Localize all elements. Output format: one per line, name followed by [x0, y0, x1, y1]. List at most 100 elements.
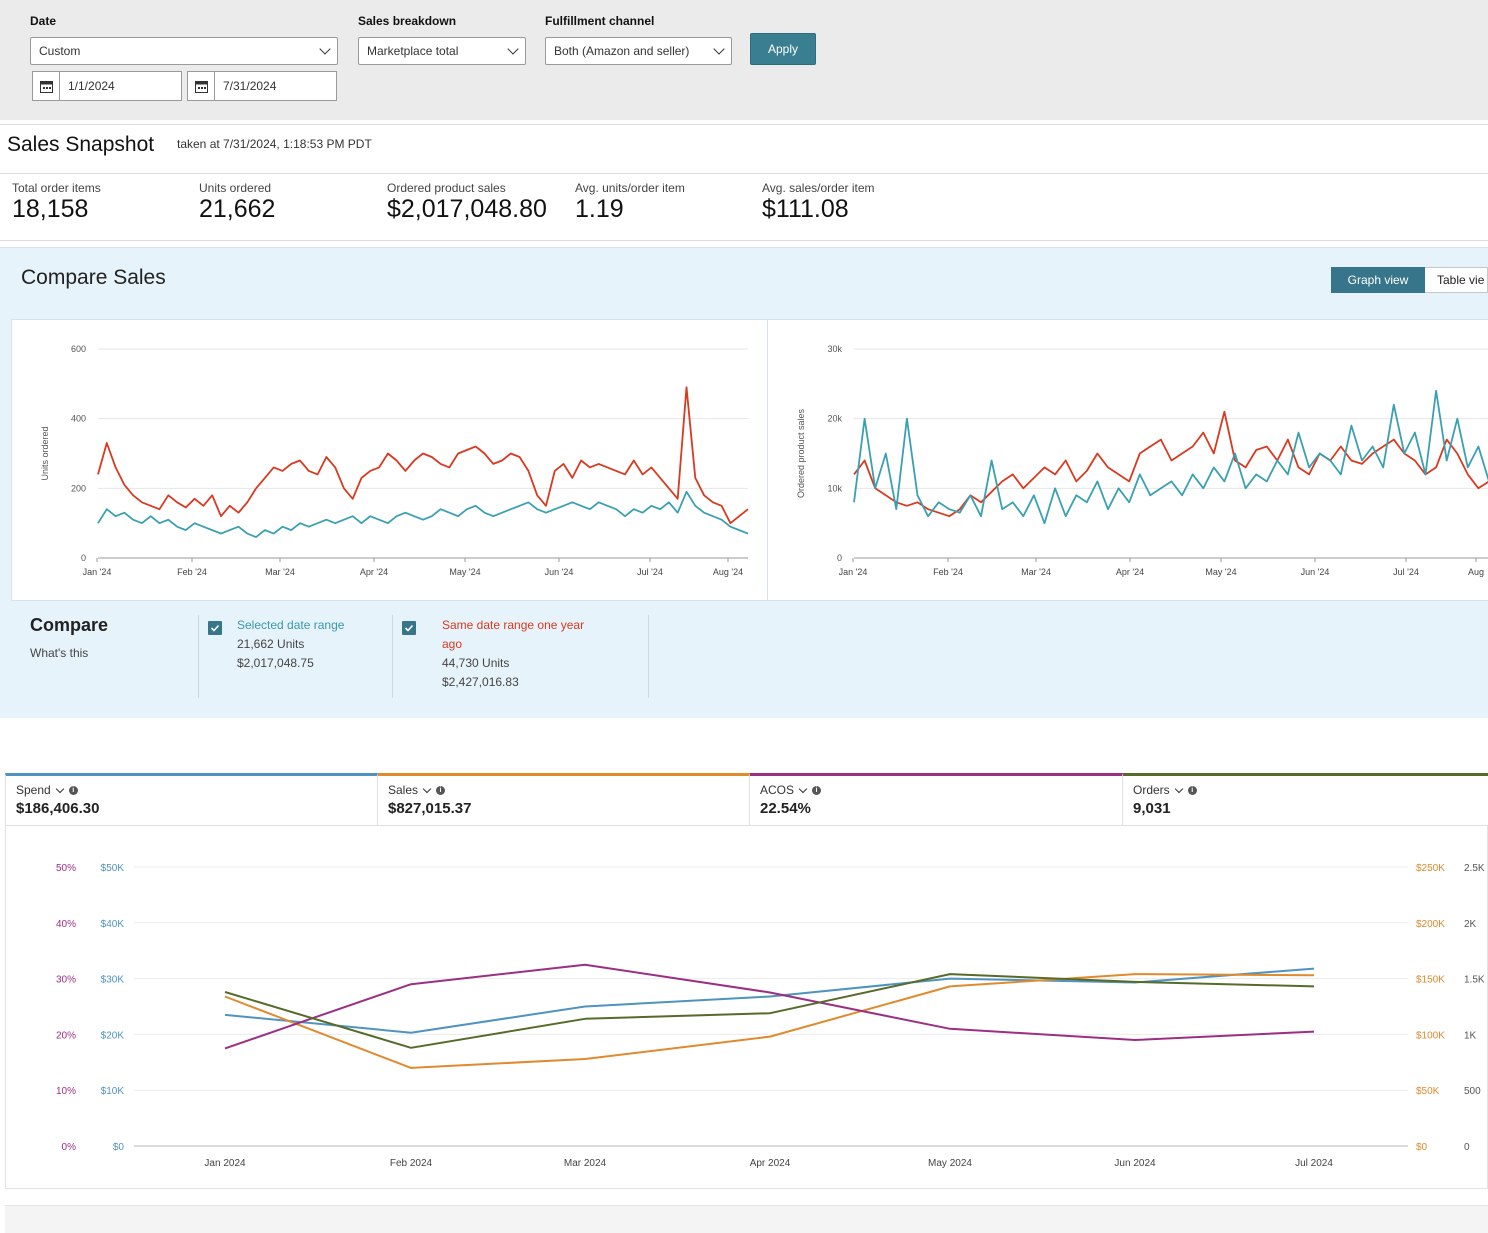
x-tick-label: May '24	[1205, 567, 1236, 577]
metric-tab-value: 22.54%	[760, 800, 811, 817]
metric-tab-sales[interactable]: Sales i $827,015.37	[378, 773, 750, 826]
metric-total-order-items: Total order items 18,158	[12, 181, 101, 224]
y-tick-label: $30K	[101, 975, 125, 986]
start-date-field[interactable]: 1/1/2024	[32, 71, 182, 101]
y-tick-label: 0	[1464, 1142, 1470, 1153]
snapshot-title: Sales Snapshot	[7, 133, 155, 156]
x-tick-label: Jul 2024	[1295, 1158, 1333, 1169]
chevron-down-icon[interactable]	[55, 784, 64, 793]
sales-breakdown-select[interactable]: Marketplace total	[358, 37, 526, 65]
series-line	[97, 490, 749, 539]
y-tick-label: 10k	[827, 483, 842, 493]
selected-range-label: Selected date range	[237, 618, 345, 632]
selected-range-checkbox[interactable]	[208, 621, 222, 635]
chevron-down-icon[interactable]	[422, 784, 432, 793]
x-tick-label: Jan 2024	[204, 1158, 246, 1169]
metric-tab-acos[interactable]: ACOS i 22.54%	[750, 773, 1123, 826]
whats-this-link[interactable]: What's this	[30, 646, 89, 660]
fulfillment-select[interactable]: Both (Amazon and seller)	[545, 37, 732, 65]
divider	[392, 615, 393, 698]
calendar-icon[interactable]	[33, 72, 60, 100]
date-filter-label: Date	[30, 14, 57, 28]
x-tick-label: Jun '24	[545, 567, 574, 577]
snapshot-timestamp: taken at 7/31/2024, 1:18:53 PM PDT	[177, 137, 372, 151]
ad-performance-chart: 0% 10% 20% 30% 40% 50% $0 $10K $20K $30K $40K $50K $…	[56, 863, 1485, 1169]
series-line	[97, 386, 749, 525]
y-axis-label: Ordered product sales	[796, 408, 806, 498]
footer-strip	[5, 1205, 1488, 1233]
x-tick-label: Feb '24	[177, 567, 207, 577]
metric-tab-orders[interactable]: Orders i 9,031	[1123, 773, 1488, 826]
selected-range-units: 21,662 Units	[237, 637, 305, 651]
x-tick-label: Aug '24	[713, 567, 743, 577]
end-date-field[interactable]: 7/31/2024	[187, 71, 337, 101]
x-tick-label: Jul '24	[637, 567, 663, 577]
y-tick-label: $20K	[101, 1030, 125, 1041]
metric-tab-spend[interactable]: Spend i $186,406.30	[5, 773, 378, 826]
y-tick-label: 500	[1464, 1086, 1481, 1097]
y-tick-label: $10K	[101, 1086, 125, 1097]
calendar-icon[interactable]	[188, 72, 215, 100]
metric-avg-sales: Avg. sales/order item $111.08	[762, 181, 875, 224]
compare-sales-title: Compare Sales	[21, 266, 166, 289]
apply-button[interactable]: Apply	[750, 33, 816, 65]
divider	[648, 615, 649, 698]
selected-range-sales: $2,017,048.75	[237, 656, 314, 670]
date-select[interactable]: Custom	[30, 37, 338, 65]
y-tick-label: $40K	[101, 919, 125, 930]
x-tick-label: Aug	[1468, 567, 1484, 577]
metric-avg-units: Avg. units/order item 1.19	[575, 181, 685, 224]
metric-tab-label: ACOS	[760, 783, 795, 797]
x-tick-label: Apr '24	[360, 567, 388, 577]
divider	[198, 615, 199, 698]
y-tick-label: $50K	[101, 863, 125, 874]
snapshot-header	[0, 124, 1488, 174]
metric-tab-label: Sales	[388, 783, 419, 797]
tab-table-view[interactable]: Table vie	[1425, 267, 1488, 293]
chevron-down-icon	[713, 43, 725, 55]
y-tick-label: 2.5K	[1464, 863, 1485, 874]
x-tick-label: Jun '24	[1301, 567, 1330, 577]
checkmark-icon	[404, 624, 414, 632]
x-tick-label: Jan '24	[83, 567, 112, 577]
last-year-sales: $2,427,016.83	[442, 675, 519, 689]
y-tick-label: $0	[113, 1142, 125, 1153]
x-tick-label: Feb '24	[933, 567, 963, 577]
last-year-legend: Same date range one year ago 44,730 Unit…	[442, 616, 584, 692]
y-tick-label: $150K	[1416, 975, 1445, 986]
y-tick-label: 600	[71, 344, 86, 354]
info-icon[interactable]: i	[68, 785, 78, 795]
last-year-checkbox[interactable]	[402, 621, 416, 635]
series-line	[224, 963, 1315, 1050]
y-tick-label: $100K	[1416, 1030, 1445, 1041]
metric-tab-value: $186,406.30	[16, 800, 100, 817]
x-tick-label: Mar 2024	[564, 1158, 607, 1169]
metric-value: 1.19	[575, 195, 624, 223]
chevron-down-icon[interactable]	[1174, 784, 1183, 793]
y-tick-label: 0%	[62, 1142, 77, 1153]
chevron-down-icon[interactable]	[798, 784, 808, 793]
metric-tab-label: Orders	[1133, 783, 1170, 797]
metric-label: Units ordered	[199, 181, 272, 195]
info-icon[interactable]: i	[436, 785, 446, 795]
metric-units-ordered: Units ordered 21,662	[199, 181, 275, 224]
sales-breakdown-value: Marketplace total	[367, 44, 459, 58]
y-tick-label: 50%	[56, 863, 76, 874]
start-date-value: 1/1/2024	[68, 79, 115, 93]
metric-value: $2,017,048.80	[387, 195, 547, 223]
info-icon[interactable]: i	[1187, 785, 1197, 795]
ad-performance-chart-card: 0% 10% 20% 30% 40% 50% $0 $10K $20K $30K $40K $50K $…	[5, 826, 1488, 1189]
metric-label: Total order items	[12, 181, 101, 195]
x-tick-label: May 2024	[928, 1158, 972, 1169]
last-year-label-cont: ago	[442, 637, 463, 651]
y-tick-label: 400	[71, 414, 86, 424]
chevron-down-icon	[319, 43, 331, 55]
y-tick-label: $0	[1416, 1142, 1428, 1153]
units-chart-card: 0 200 400 600 Jan '24 Feb '24 Mar '24 Apr '24 Ma…	[11, 319, 769, 601]
metric-tab-value: 9,031	[1133, 800, 1171, 817]
series-line	[853, 410, 1488, 518]
tab-graph-view[interactable]: Graph view	[1331, 267, 1425, 293]
y-tick-label: 20k	[827, 414, 842, 424]
info-icon[interactable]: i	[812, 785, 822, 795]
y-tick-label: $250K	[1416, 863, 1445, 874]
